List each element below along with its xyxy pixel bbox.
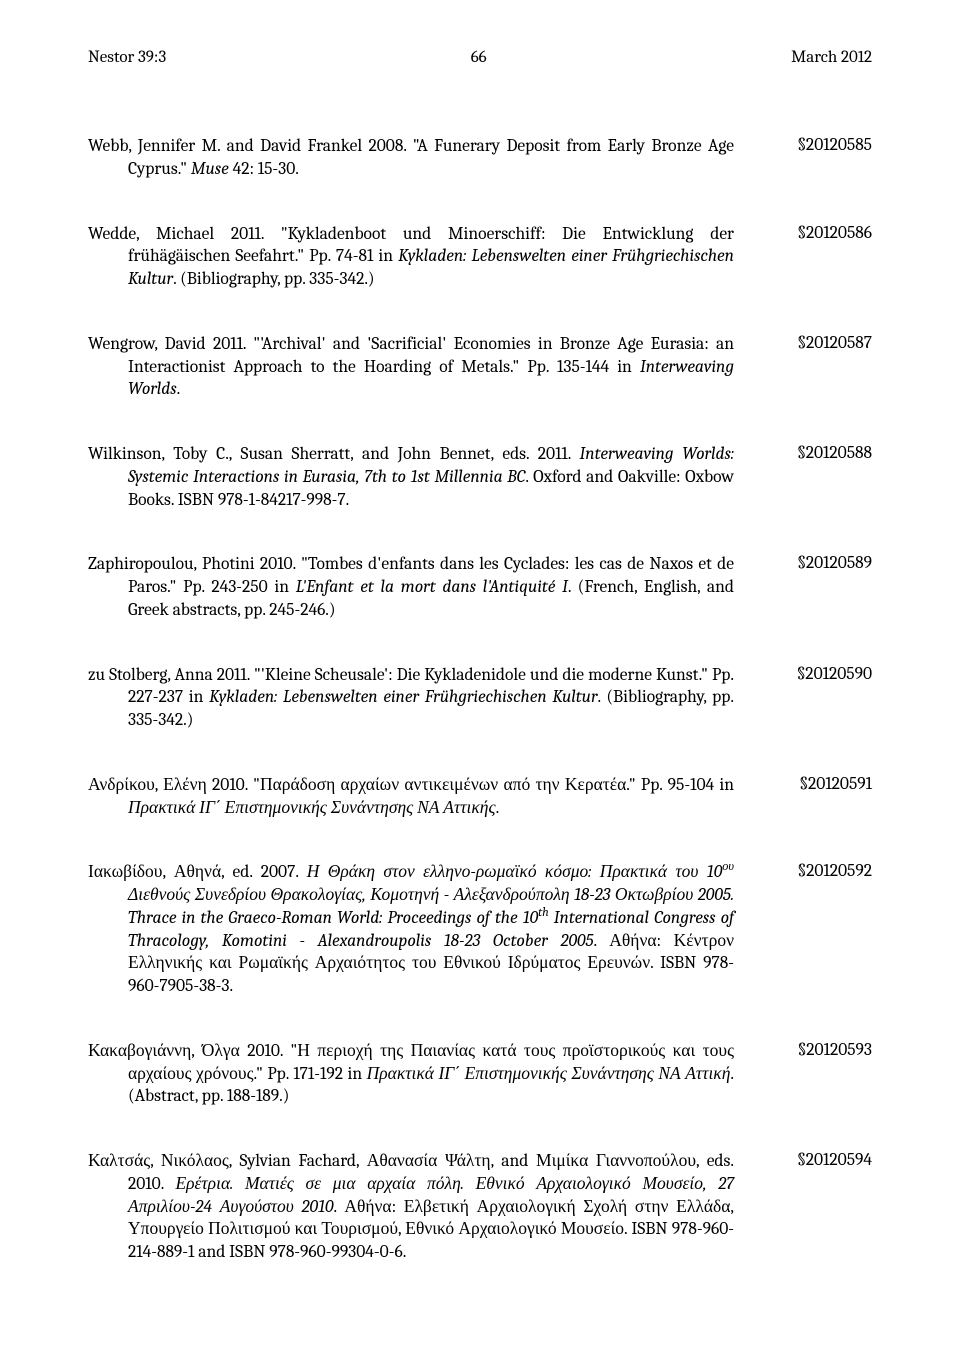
bibliography-entry: Wedde, Michael 2011. "Kykladenboot und M…: [88, 223, 872, 291]
entry-citation: zu Stolberg, Anna 2011. "'Kleine Scheusa…: [88, 664, 762, 732]
header-right: March 2012: [791, 48, 872, 67]
entry-id: §20120594: [762, 1150, 872, 1170]
entry-citation: Κακαβογιάννη, Όλγα 2010. "Η περιοχή της …: [88, 1040, 762, 1108]
bibliography-entry: Wengrow, David 2011. "'Archival' and 'Sa…: [88, 333, 872, 401]
entry-citation: Wedde, Michael 2011. "Kykladenboot und M…: [88, 223, 762, 291]
entry-id: §20120585: [762, 135, 872, 155]
page: Nestor 39:3 66 March 2012 Webb, Jennifer…: [0, 0, 960, 1366]
entry-id: §20120588: [762, 443, 872, 463]
bibliography-entry: zu Stolberg, Anna 2011. "'Kleine Scheusa…: [88, 664, 872, 732]
bibliography-entry: Wilkinson, Toby C., Susan Sherratt, and …: [88, 443, 872, 511]
entry-citation: Zaphiropoulou, Photini 2010. "Tombes d'e…: [88, 553, 762, 621]
entry-id: §20120593: [762, 1040, 872, 1060]
bibliography-entry: Ανδρίκου, Ελένη 2010. "Παράδοση αρχαίων …: [88, 774, 872, 820]
entry-id: §20120590: [762, 664, 872, 684]
bibliography-entry: Καλτσάς, Νικόλαος, Sylvian Fachard, Αθαν…: [88, 1150, 872, 1264]
entry-id: §20120591: [762, 774, 872, 794]
bibliography-entry: Ιακωβίδου, Αθηνά, ed. 2007. Η Θράκη στον…: [88, 861, 872, 998]
entry-id: §20120589: [762, 553, 872, 573]
entry-id: §20120587: [762, 333, 872, 353]
header-left: Nestor 39:3: [88, 48, 166, 67]
entry-citation: Ιακωβίδου, Αθηνά, ed. 2007. Η Θράκη στον…: [88, 861, 762, 998]
bibliography-entry: Webb, Jennifer M. and David Frankel 2008…: [88, 135, 872, 181]
entry-citation: Wengrow, David 2011. "'Archival' and 'Sa…: [88, 333, 762, 401]
entry-citation: Wilkinson, Toby C., Susan Sherratt, and …: [88, 443, 762, 511]
entry-id: §20120592: [762, 861, 872, 881]
entry-id: §20120586: [762, 223, 872, 243]
entry-citation: Καλτσάς, Νικόλαος, Sylvian Fachard, Αθαν…: [88, 1150, 762, 1264]
entry-citation: Ανδρίκου, Ελένη 2010. "Παράδοση αρχαίων …: [88, 774, 762, 820]
bibliography-list: Webb, Jennifer M. and David Frankel 2008…: [88, 135, 872, 1264]
bibliography-entry: Zaphiropoulou, Photini 2010. "Tombes d'e…: [88, 553, 872, 621]
entry-citation: Webb, Jennifer M. and David Frankel 2008…: [88, 135, 762, 181]
header-center-page-number: 66: [471, 48, 487, 67]
bibliography-entry: Κακαβογιάννη, Όλγα 2010. "Η περιοχή της …: [88, 1040, 872, 1108]
running-header: Nestor 39:3 66 March 2012: [88, 48, 872, 67]
